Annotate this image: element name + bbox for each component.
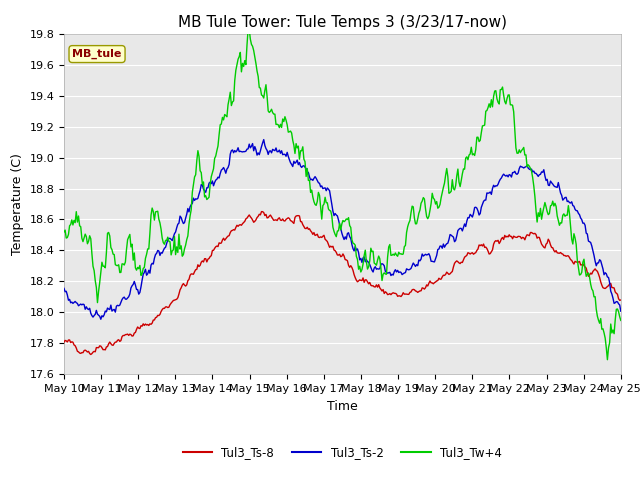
Y-axis label: Temperature (C): Temperature (C) bbox=[11, 153, 24, 255]
Text: MB_tule: MB_tule bbox=[72, 49, 122, 59]
X-axis label: Time: Time bbox=[327, 400, 358, 413]
Legend: Tul3_Ts-8, Tul3_Ts-2, Tul3_Tw+4: Tul3_Ts-8, Tul3_Ts-2, Tul3_Tw+4 bbox=[178, 442, 507, 464]
Title: MB Tule Tower: Tule Temps 3 (3/23/17-now): MB Tule Tower: Tule Temps 3 (3/23/17-now… bbox=[178, 15, 507, 30]
